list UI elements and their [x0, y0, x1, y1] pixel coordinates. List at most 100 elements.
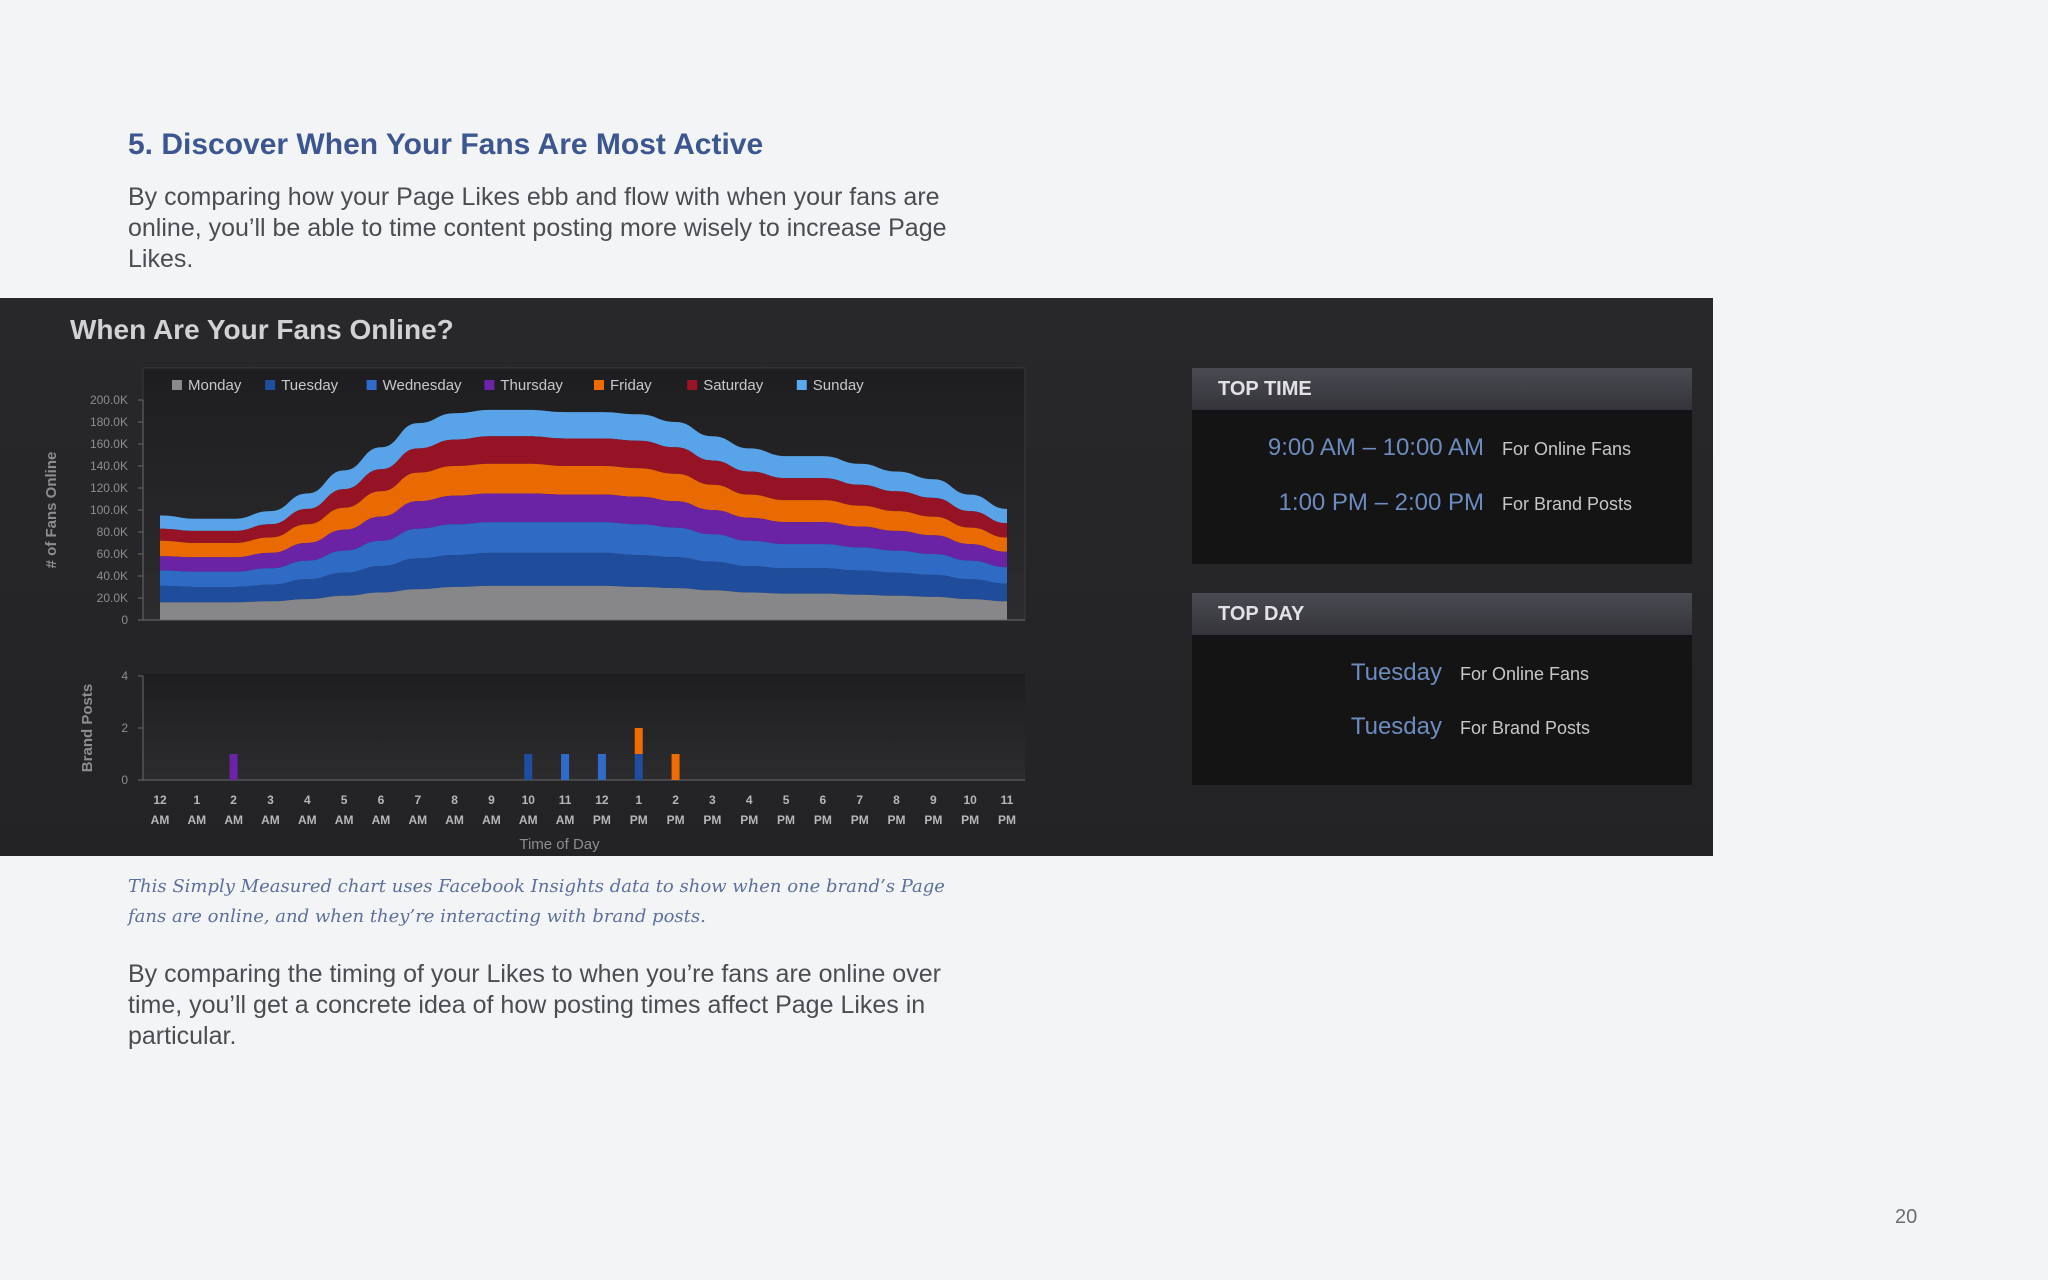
x-tick-label: 5 AM	[335, 793, 354, 827]
x-tick-hour: 10	[522, 793, 536, 807]
x-tick-label: 9 PM	[924, 793, 942, 827]
area-y-tick-label: 100.0K	[90, 503, 128, 517]
x-tick-label: 1 PM	[630, 793, 648, 827]
x-tick-period: PM	[961, 813, 979, 827]
top-day-value: Tuesday	[1350, 713, 1442, 740]
top-time-header: TOP TIME	[1192, 368, 1692, 410]
x-tick-period: PM	[851, 813, 869, 827]
legend-label: Friday	[610, 377, 652, 394]
x-tick-hour: 6	[820, 793, 827, 807]
x-tick-period: AM	[445, 813, 464, 827]
top-day-row: Tuesday For Online Fans	[1192, 659, 1692, 687]
legend-swatch	[796, 380, 807, 390]
legend-label: Sunday	[813, 377, 864, 394]
legend-label: Wednesday	[383, 377, 462, 394]
area-y-tick-label: 120.0K	[90, 481, 128, 495]
top-day-header: TOP DAY	[1192, 593, 1692, 635]
bar-plot-background	[143, 674, 1025, 780]
x-tick-label: 6 AM	[372, 793, 391, 827]
legend-swatch	[687, 380, 698, 390]
x-tick-hour: 1	[193, 793, 200, 807]
area-y-tick-label: 0	[121, 613, 128, 627]
area-series-sunday	[160, 409, 1007, 531]
x-tick-period: AM	[151, 813, 170, 827]
chart-caption: This Simply Measured chart uses Facebook…	[128, 876, 945, 927]
x-tick-label: 12 PM	[593, 793, 611, 827]
x-tick-period: AM	[335, 813, 354, 827]
brand-post-bar	[524, 754, 533, 780]
x-tick-period: PM	[630, 813, 648, 827]
area-y-tick-label: 40.0K	[97, 569, 128, 583]
section-heading: 5. Discover When Your Fans Are Most Acti…	[128, 128, 764, 161]
area-y-tick-label: 20.0K	[97, 591, 128, 605]
x-tick-period: AM	[408, 813, 427, 827]
bar-y-axis-label: Brand Posts	[79, 684, 96, 772]
area-y-axis-label: # of Fans Online	[43, 452, 60, 569]
chart-panel: Monday Tuesday Wednesday Thursday Friday Satu…	[0, 298, 1713, 856]
area-y-tick-label: 180.0K	[90, 415, 128, 429]
top-day-card: TOP DAY Tuesday For Online Fans Tuesday …	[1192, 593, 1692, 785]
page-number: 20	[1895, 1206, 1918, 1228]
x-tick-hour: 6	[378, 793, 385, 807]
x-tick-label: 12 AM	[151, 793, 170, 827]
legend-swatch	[484, 380, 495, 390]
top-day-value: Tuesday	[1350, 659, 1442, 686]
x-tick-label: 1 AM	[187, 793, 206, 827]
x-tick-hour: 8	[451, 793, 458, 807]
x-tick-label: 5 PM	[777, 793, 795, 827]
chart-title: When Are Your Fans Online?	[70, 314, 454, 345]
top-day-row: Tuesday For Brand Posts	[1192, 713, 1692, 741]
x-tick-hour: 10	[963, 793, 977, 807]
x-tick-hour: 12	[153, 793, 167, 807]
top-day-label: For Online Fans	[1460, 664, 1590, 684]
x-tick-period: PM	[703, 813, 721, 827]
x-tick-label: 4 PM	[740, 793, 758, 827]
x-tick-period: PM	[814, 813, 832, 827]
x-tick-hour: 3	[267, 793, 274, 807]
bar-y-tick-label: 0	[121, 773, 128, 787]
bar-y-tick-label: 2	[121, 721, 128, 735]
intro-paragraph: By comparing how your Page Likes ebb and…	[128, 183, 947, 273]
legend-swatch	[172, 380, 182, 390]
x-tick-hour: 5	[341, 793, 348, 807]
x-tick-period: PM	[998, 813, 1016, 827]
area-y-tick-label: 140.0K	[90, 459, 128, 473]
brand-post-bar	[229, 754, 238, 780]
top-time-value: 9:00 AM – 10:00 AM	[1267, 434, 1484, 461]
area-y-tick-label: 160.0K	[90, 437, 128, 451]
x-tick-label: 2 AM	[224, 793, 243, 827]
x-tick-period: AM	[261, 813, 280, 827]
x-tick-period: PM	[777, 813, 795, 827]
brand-post-bar	[634, 728, 643, 754]
x-tick-label: 11 AM	[556, 793, 575, 827]
brand-post-bar	[634, 754, 643, 780]
x-tick-label: 10 AM	[519, 793, 538, 827]
x-tick-period: AM	[298, 813, 317, 827]
x-tick-label: 10 PM	[961, 793, 979, 827]
x-axis-label: Time of Day	[519, 836, 600, 853]
x-tick-hour: 7	[856, 793, 863, 807]
top-time-label: For Brand Posts	[1502, 494, 1633, 514]
area-series-monday	[160, 585, 1007, 620]
top-time-row: 9:00 AM – 10:00 AM For Online Fans	[1192, 434, 1692, 462]
brand-post-bar	[671, 754, 680, 780]
x-tick-hour: 1	[635, 793, 642, 807]
x-tick-label: 9 AM	[482, 793, 501, 827]
legend-label: Monday	[188, 377, 242, 394]
x-tick-label: 6 PM	[814, 793, 832, 827]
x-tick-hour: 9	[930, 793, 937, 807]
x-tick-label: 3 AM	[261, 793, 280, 827]
x-tick-label: 7 AM	[408, 793, 427, 827]
x-tick-period: PM	[593, 813, 611, 827]
x-tick-label: 3 PM	[703, 793, 721, 827]
area-y-tick-label: 60.0K	[97, 547, 128, 561]
top-day-label: For Brand Posts	[1460, 718, 1591, 738]
x-tick-hour: 2	[672, 793, 679, 807]
top-time-row: 1:00 PM – 2:00 PM For Brand Posts	[1192, 489, 1692, 517]
x-tick-period: AM	[482, 813, 501, 827]
fans-online-chart: Monday Tuesday Wednesday Thursday Friday Satu…	[43, 367, 1026, 853]
area-series-tuesday	[160, 552, 1007, 603]
area-series-saturday	[160, 436, 1007, 543]
x-tick-period: AM	[187, 813, 206, 827]
x-tick-hour: 9	[488, 793, 495, 807]
